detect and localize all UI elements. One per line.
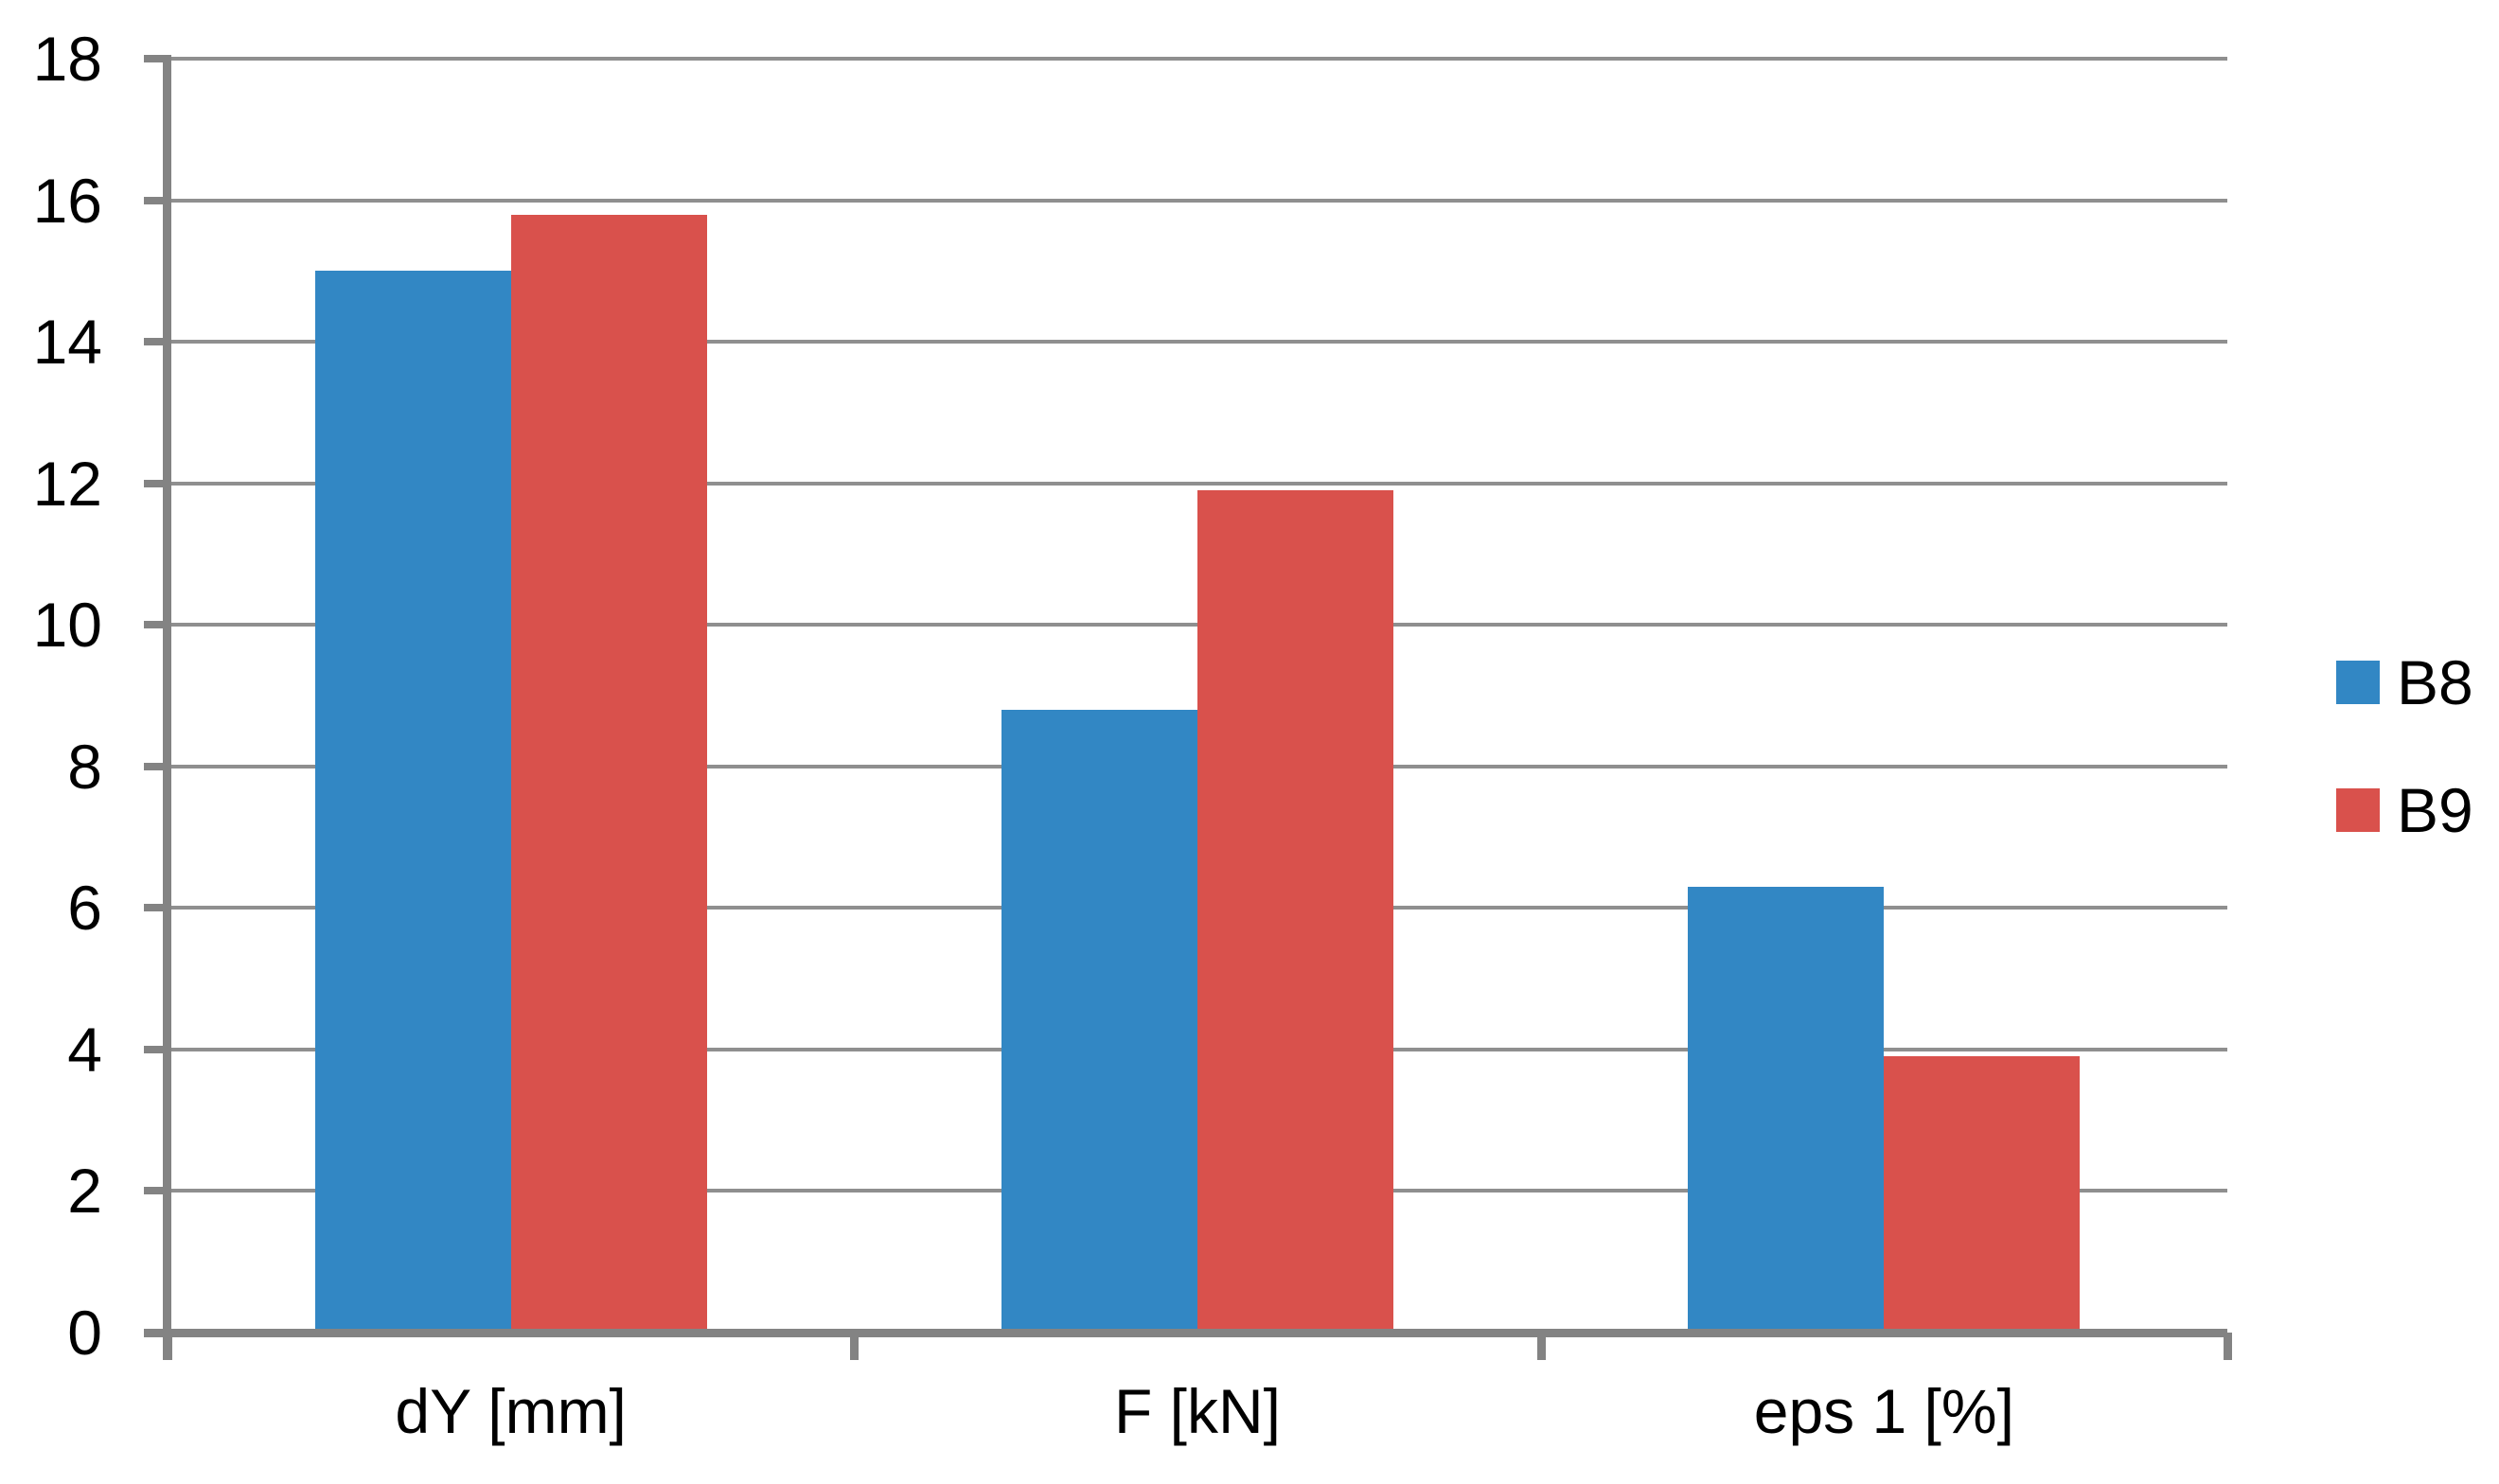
y-axis-tick	[144, 338, 168, 346]
legend-entry-b9: B9	[2336, 779, 2473, 841]
x-axis-tick	[2224, 1333, 2232, 1360]
x-axis-tick	[164, 1333, 172, 1360]
legend-swatch-b8	[2336, 661, 2380, 704]
legend-swatch-b9	[2336, 788, 2380, 832]
y-axis-tick	[144, 1329, 168, 1336]
y-axis-tick	[144, 196, 168, 204]
legend-entry-b8: B8	[2336, 651, 2473, 714]
gridline	[168, 198, 2227, 203]
category-label: dY [mm]	[395, 1376, 627, 1446]
y-axis-tick-label: 2	[67, 1156, 102, 1227]
gridline	[168, 481, 2227, 486]
y-axis-tick	[144, 904, 168, 912]
y-axis-tick	[144, 762, 168, 770]
y-axis-tick	[144, 1045, 168, 1053]
y-axis-tick	[144, 55, 168, 62]
bar-b9-cat1	[1197, 490, 1393, 1333]
legend: B8 B9	[2336, 651, 2473, 907]
y-axis-tick-label: 12	[32, 448, 102, 519]
y-axis-tick-label: 18	[32, 24, 102, 94]
y-axis-tick-label: 4	[67, 1014, 102, 1085]
legend-label: B9	[2397, 775, 2473, 845]
y-axis-tick-label: 16	[32, 165, 102, 236]
bar-b9-cat2	[1884, 1056, 2081, 1333]
bar-b8-cat0	[314, 271, 511, 1333]
legend-label: B8	[2397, 647, 2473, 717]
x-axis-tick	[1536, 1333, 1546, 1360]
y-axis-tick-label: 0	[67, 1298, 102, 1368]
x-axis-line	[144, 1329, 2227, 1337]
y-axis-tick	[144, 621, 168, 629]
gridline	[168, 57, 2227, 61]
y-axis-tick-label: 14	[32, 307, 102, 378]
bar-b9-cat0	[510, 214, 707, 1333]
y-axis-tick	[144, 1187, 168, 1195]
y-axis-tick-label: 6	[67, 873, 102, 944]
bar-b8-cat2	[1688, 886, 1885, 1333]
y-axis-line	[163, 55, 171, 1360]
y-axis-tick	[144, 479, 168, 487]
y-axis-tick-label: 10	[32, 590, 102, 661]
bar-b8-cat1	[1001, 709, 1197, 1333]
x-axis-tick	[850, 1333, 860, 1360]
gridline	[168, 340, 2227, 344]
category-label: F [kN]	[1114, 1376, 1281, 1446]
y-axis-tick-label: 8	[67, 731, 102, 802]
category-label: eps 1 [%]	[1753, 1376, 2014, 1446]
